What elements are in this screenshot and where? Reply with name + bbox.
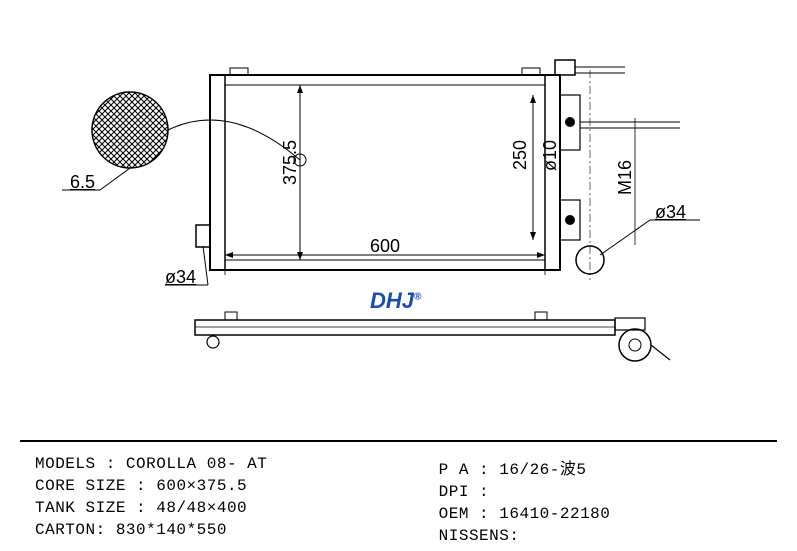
dim-375-5: 375.5 (280, 140, 301, 185)
left-port (196, 225, 210, 247)
spec-dpi: DPI : (439, 483, 775, 501)
brand-logo: DHJ® (370, 288, 421, 314)
mount-tab-tl (230, 68, 248, 75)
bolt-hole-upper (565, 117, 575, 127)
spec-pa: P A : 16/26-波5 (439, 455, 775, 479)
spec-tank-size: TANK SIZE : 48/48×400 (35, 499, 439, 517)
spec-col-left: MODELS : COROLLA 08- AT CORE SIZE : 600×… (35, 455, 439, 549)
dim-phi34-left: ø34 (165, 267, 196, 288)
spec-core-size: CORE SIZE : 600×375.5 (35, 477, 439, 495)
mesh-detail-circle (92, 92, 168, 168)
top-outlet-lines (575, 67, 625, 73)
spec-models: MODELS : COROLLA 08- AT (35, 455, 439, 473)
dim-phi10: ø10 (540, 140, 561, 171)
technical-drawing: 6.5 ø34 375.5 600 250 ø10 M16 ø34 DHJ® (0, 0, 797, 440)
section-divider (20, 440, 777, 442)
mount-tab-tr (522, 68, 540, 75)
dim-600: 600 (370, 236, 400, 257)
spec-carton: CARTON: 830*140*550 (35, 521, 439, 539)
bolt-hole-lower (565, 215, 575, 225)
side-mount-left (207, 336, 219, 348)
right-tank (545, 75, 560, 270)
side-view-bar (195, 320, 615, 335)
spec-col-right: P A : 16/26-波5 DPI : OEM : 16410-22180 N… (439, 455, 775, 549)
right-pipe-upper (580, 122, 680, 128)
dim-m16: M16 (615, 160, 636, 195)
left-tank (210, 75, 225, 270)
side-outlet-right (619, 329, 651, 361)
brand-text: DHJ (370, 288, 414, 313)
dim-250: 250 (510, 140, 531, 170)
spec-nissens: NISSENS: (439, 527, 775, 545)
filler-cap (555, 60, 575, 75)
dim-phi34-right: ø34 (655, 202, 686, 223)
spec-table: MODELS : COROLLA 08- AT CORE SIZE : 600×… (35, 455, 775, 549)
radiator-core (225, 85, 545, 260)
dim-6-5: 6.5 (70, 172, 95, 193)
spec-oem: OEM : 16410-22180 (439, 505, 775, 523)
brand-registered: ® (414, 292, 421, 303)
